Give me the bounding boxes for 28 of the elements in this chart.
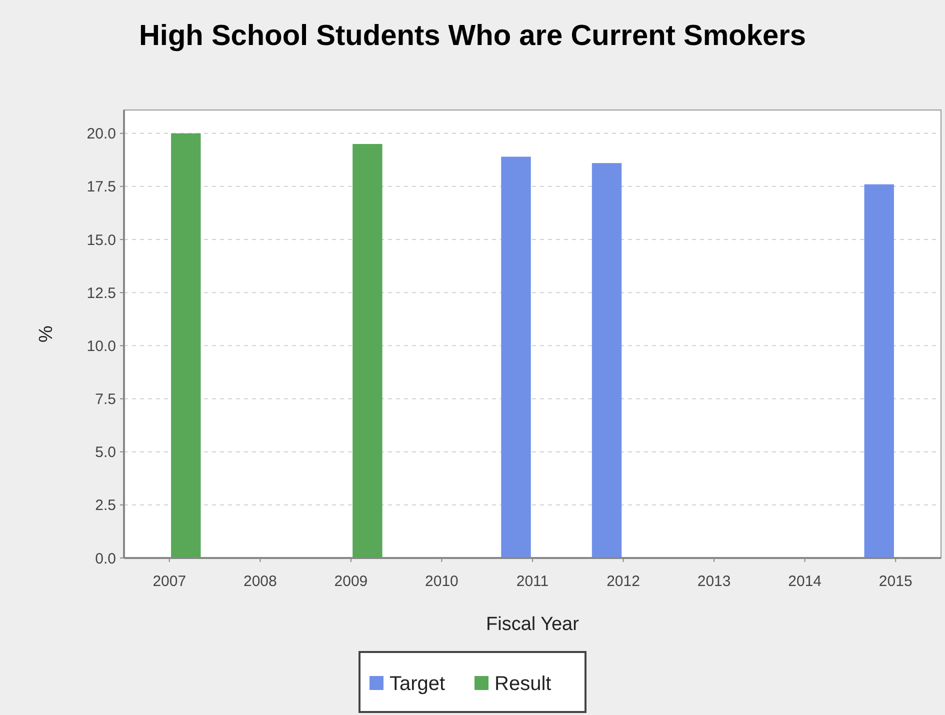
x-tick-label: 2012 xyxy=(606,573,640,590)
bar xyxy=(171,133,201,558)
x-tick-label: 2008 xyxy=(243,573,277,590)
x-tick-label: 2013 xyxy=(697,573,731,590)
y-tick-label: 20.0 xyxy=(86,126,116,143)
x-tick-label: 2007 xyxy=(152,573,186,590)
legend-label: Result xyxy=(494,673,552,695)
x-tick-label: 2014 xyxy=(788,573,822,590)
bar xyxy=(501,156,531,558)
x-axis-title: Fiscal Year xyxy=(486,614,580,635)
x-tick-label: 2015 xyxy=(878,573,912,590)
bar xyxy=(864,184,894,558)
y-axis-title: % xyxy=(36,325,57,342)
legend-label: Target xyxy=(390,673,446,695)
chart-title: High School Students Who are Current Smokers xyxy=(138,20,806,52)
y-tick-label: 0.0 xyxy=(95,550,116,568)
bar xyxy=(592,163,622,558)
y-tick-label: 17.5 xyxy=(86,178,116,196)
bar xyxy=(352,144,382,558)
y-tick-label: 5.0 xyxy=(95,444,116,462)
x-tick-label: 2011 xyxy=(516,573,549,590)
y-tick-label: 12.5 xyxy=(86,284,116,302)
y-tick-label: 10.0 xyxy=(86,338,116,355)
y-tick-label: 2.5 xyxy=(95,497,116,514)
x-tick-label: 2009 xyxy=(334,573,368,590)
y-tick-label: 7.5 xyxy=(95,391,116,408)
x-tick-label: 2010 xyxy=(425,573,458,590)
y-tick-label: 15.0 xyxy=(86,232,116,249)
